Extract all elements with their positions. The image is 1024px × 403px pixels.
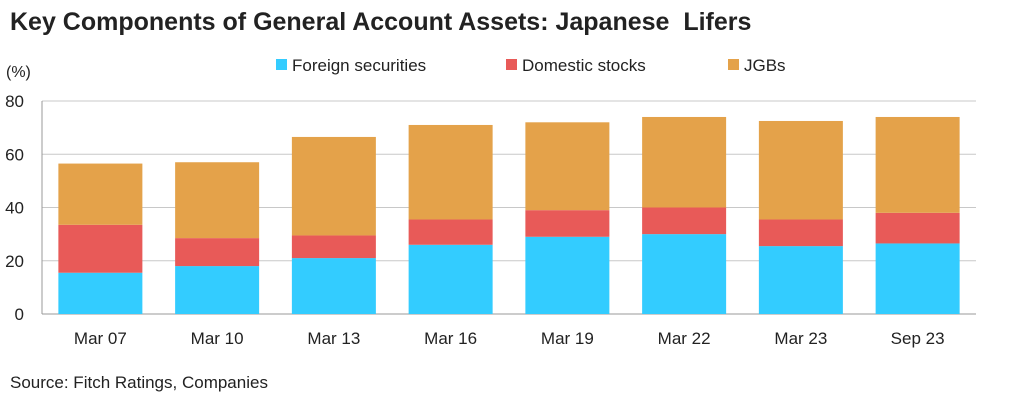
y-tick-label: 40 [5, 199, 24, 218]
bar-segment-domestic-stocks [642, 207, 727, 235]
legend-label: JGBs [744, 56, 786, 75]
bar-segment-foreign-securities [525, 236, 610, 314]
bar-segment-jgbs [758, 120, 843, 220]
x-tick-label: Mar 10 [191, 329, 244, 348]
legend-label: Foreign securities [292, 56, 426, 75]
x-tick-label: Mar 23 [774, 329, 827, 348]
legend-swatch [506, 59, 517, 70]
x-tick-label: Mar 13 [307, 329, 360, 348]
bars [58, 116, 960, 314]
y-axis-ticks: 0 20 40 60 80 [5, 92, 24, 324]
legend-swatch [728, 59, 739, 70]
bar-segment-foreign-securities [642, 234, 727, 314]
bar-segment-domestic-stocks [408, 219, 493, 245]
bar-segment-foreign-securities [58, 272, 143, 314]
bar-segment-foreign-securities [175, 266, 260, 314]
bar-segment-jgbs [175, 162, 260, 239]
bar-segment-domestic-stocks [758, 219, 843, 247]
bar-segment-foreign-securities [875, 243, 960, 314]
x-tick-label: Mar 22 [658, 329, 711, 348]
y-tick-label: 60 [5, 145, 24, 164]
bar-segment-domestic-stocks [175, 238, 260, 267]
x-axis-ticks: Mar 07 Mar 10 Mar 13 Mar 16 Mar 19 Mar 22 Mar … [74, 329, 945, 348]
bar-segment-jgbs [642, 116, 727, 208]
x-tick-label: Sep 23 [891, 329, 945, 348]
bar-segment-foreign-securities [291, 258, 376, 314]
chart-title: Key Components of General Account Assets… [10, 8, 752, 36]
x-tick-label: Mar 19 [541, 329, 594, 348]
bar-segment-jgbs [58, 163, 143, 225]
legend: Foreign securities Domestic stocks JGBs [276, 56, 786, 75]
bar-segment-jgbs [875, 116, 960, 213]
y-tick-label: 20 [5, 252, 24, 271]
bar-segment-jgbs [408, 124, 493, 220]
bar-segment-jgbs [291, 136, 376, 236]
x-tick-label: Mar 16 [424, 329, 477, 348]
bar-segment-foreign-securities [758, 246, 843, 314]
bar-segment-foreign-securities [408, 244, 493, 314]
y-axis-unit-label: (%) [6, 64, 31, 81]
bar-segment-domestic-stocks [58, 224, 143, 273]
bar-segment-domestic-stocks [291, 235, 376, 259]
legend-label: Domestic stocks [522, 56, 646, 75]
x-tick-label: Mar 07 [74, 329, 127, 348]
bar-segment-domestic-stocks [525, 210, 610, 237]
legend-swatch [276, 59, 287, 70]
source-note: Source: Fitch Ratings, Companies [10, 373, 268, 392]
bar-segment-domestic-stocks [875, 212, 960, 244]
y-tick-label: 80 [5, 92, 24, 111]
bar-segment-jgbs [525, 122, 610, 211]
y-tick-label: 0 [15, 305, 24, 324]
